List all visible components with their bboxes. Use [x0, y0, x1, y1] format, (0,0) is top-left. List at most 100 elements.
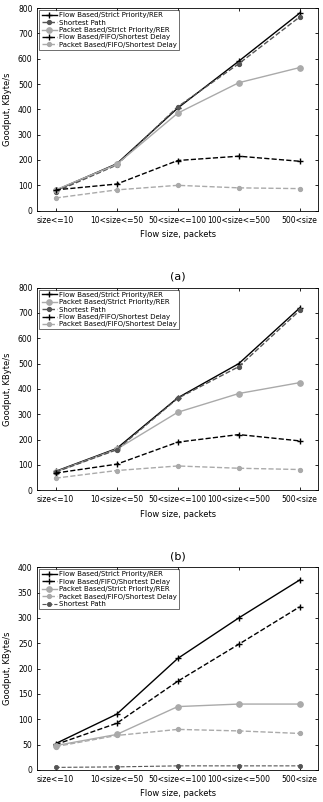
Flow Based/Strict Priority/RER	[176, 393, 180, 403]
Text: (b): (b)	[170, 551, 186, 561]
Flow Based/FIFO/Shortest Delay	[54, 468, 57, 478]
Flow Based/FIFO/Shortest Delay	[237, 639, 241, 649]
Flow Based/FIFO/Shortest Delay	[237, 152, 241, 161]
Flow Based/Strict Priority/RER	[176, 103, 180, 113]
Packet Based/FIFO/Shortest Delay	[237, 464, 241, 473]
X-axis label: Flow size, packets: Flow size, packets	[140, 230, 216, 239]
Legend: Flow Based/Strict Priority/RER, Shortest Path, Packet Based/Strict Priority/RER,: Flow Based/Strict Priority/RER, Shortest…	[39, 10, 179, 50]
Flow Based/FIFO/Shortest Delay	[298, 436, 302, 446]
Line: Flow Based/FIFO/Shortest Delay: Flow Based/FIFO/Shortest Delay	[52, 431, 303, 476]
Packet Based/Strict Priority/RER	[54, 467, 57, 476]
Line: Packet Based/FIFO/Shortest Delay: Packet Based/FIFO/Shortest Delay	[54, 183, 302, 200]
Flow Based/Strict Priority/RER	[115, 159, 119, 168]
Line: Packet Based/FIFO/Shortest Delay: Packet Based/FIFO/Shortest Delay	[54, 727, 302, 749]
Flow Based/Strict Priority/RER	[298, 8, 302, 18]
Flow Based/FIFO/Shortest Delay	[176, 676, 180, 686]
Packet Based/Strict Priority/RER	[298, 378, 302, 387]
Shortest Path	[115, 160, 119, 170]
Flow Based/Strict Priority/RER	[54, 739, 57, 748]
Line: Packet Based/Strict Priority/RER: Packet Based/Strict Priority/RER	[53, 380, 303, 475]
Packet Based/Strict Priority/RER	[176, 702, 180, 711]
Shortest Path	[54, 763, 57, 772]
Line: Flow Based/Strict Priority/RER: Flow Based/Strict Priority/RER	[52, 10, 303, 194]
Line: Shortest Path: Shortest Path	[54, 764, 302, 769]
Flow Based/FIFO/Shortest Delay	[54, 739, 57, 749]
Packet Based/FIFO/Shortest Delay	[115, 466, 119, 476]
Y-axis label: Goodput, KByte/s: Goodput, KByte/s	[3, 73, 12, 146]
Packet Based/Strict Priority/RER	[176, 407, 180, 417]
Flow Based/FIFO/Shortest Delay	[115, 460, 119, 469]
Shortest Path	[115, 762, 119, 772]
Shortest Path	[176, 102, 180, 111]
Packet Based/Strict Priority/RER	[115, 730, 119, 739]
Packet Based/Strict Priority/RER	[298, 699, 302, 709]
Flow Based/Strict Priority/RER	[115, 710, 119, 719]
Line: Flow Based/Strict Priority/RER: Flow Based/Strict Priority/RER	[52, 577, 303, 747]
Shortest Path	[298, 12, 302, 22]
Legend: Flow Based/Strict Priority/RER, Packet Based/Strict Priority/RER, Shortest Path,: Flow Based/Strict Priority/RER, Packet B…	[39, 290, 179, 330]
Line: Packet Based/Strict Priority/RER: Packet Based/Strict Priority/RER	[53, 65, 303, 192]
Packet Based/Strict Priority/RER	[237, 78, 241, 87]
Packet Based/FIFO/Shortest Delay	[237, 726, 241, 735]
Packet Based/Strict Priority/RER	[298, 63, 302, 72]
Packet Based/FIFO/Shortest Delay	[176, 180, 180, 190]
Line: Shortest Path: Shortest Path	[54, 308, 302, 474]
Flow Based/FIFO/Shortest Delay	[237, 430, 241, 439]
Flow Based/FIFO/Shortest Delay	[176, 156, 180, 165]
Packet Based/Strict Priority/RER	[176, 108, 180, 118]
Line: Shortest Path: Shortest Path	[54, 14, 302, 194]
Packet Based/FIFO/Shortest Delay	[237, 183, 241, 192]
Flow Based/Strict Priority/RER	[54, 467, 57, 476]
Packet Based/Strict Priority/RER	[237, 389, 241, 399]
Line: Flow Based/FIFO/Shortest Delay: Flow Based/FIFO/Shortest Delay	[52, 603, 303, 748]
Packet Based/FIFO/Shortest Delay	[176, 461, 180, 471]
Line: Packet Based/FIFO/Shortest Delay: Packet Based/FIFO/Shortest Delay	[54, 464, 302, 480]
Packet Based/FIFO/Shortest Delay	[54, 473, 57, 483]
Flow Based/FIFO/Shortest Delay	[298, 156, 302, 166]
Flow Based/Strict Priority/RER	[54, 185, 57, 195]
Packet Based/Strict Priority/RER	[237, 699, 241, 709]
Shortest Path	[237, 761, 241, 771]
Packet Based/Strict Priority/RER	[115, 160, 119, 169]
Line: Flow Based/FIFO/Shortest Delay: Flow Based/FIFO/Shortest Delay	[52, 152, 303, 193]
Packet Based/FIFO/Shortest Delay	[176, 724, 180, 734]
Shortest Path	[115, 445, 119, 455]
Line: Packet Based/Strict Priority/RER: Packet Based/Strict Priority/RER	[53, 701, 303, 748]
Shortest Path	[176, 761, 180, 771]
Text: (a): (a)	[170, 271, 185, 282]
Y-axis label: Goodput, KByte/s: Goodput, KByte/s	[3, 352, 12, 426]
Flow Based/Strict Priority/RER	[115, 444, 119, 453]
Flow Based/Strict Priority/RER	[237, 614, 241, 623]
Flow Based/Strict Priority/RER	[176, 654, 180, 663]
Packet Based/FIFO/Shortest Delay	[54, 742, 57, 751]
Packet Based/Strict Priority/RER	[115, 444, 119, 454]
Flow Based/FIFO/Shortest Delay	[115, 719, 119, 728]
Packet Based/Strict Priority/RER	[54, 741, 57, 751]
Shortest Path	[54, 187, 57, 196]
Packet Based/FIFO/Shortest Delay	[298, 729, 302, 739]
Flow Based/FIFO/Shortest Delay	[298, 602, 302, 612]
X-axis label: Flow size, packets: Flow size, packets	[140, 510, 216, 519]
Flow Based/Strict Priority/RER	[298, 575, 302, 585]
Line: Flow Based/Strict Priority/RER: Flow Based/Strict Priority/RER	[52, 305, 303, 475]
Shortest Path	[237, 59, 241, 68]
Flow Based/FIFO/Shortest Delay	[54, 185, 57, 195]
Flow Based/Strict Priority/RER	[237, 56, 241, 66]
Packet Based/FIFO/Shortest Delay	[298, 184, 302, 193]
Flow Based/FIFO/Shortest Delay	[176, 437, 180, 447]
Y-axis label: Goodput, KByte/s: Goodput, KByte/s	[3, 632, 12, 705]
Packet Based/FIFO/Shortest Delay	[115, 185, 119, 195]
Packet Based/Strict Priority/RER	[54, 185, 57, 195]
Flow Based/FIFO/Shortest Delay	[115, 179, 119, 188]
X-axis label: Flow size, packets: Flow size, packets	[140, 789, 216, 798]
Packet Based/FIFO/Shortest Delay	[298, 464, 302, 474]
Shortest Path	[298, 761, 302, 771]
Shortest Path	[237, 362, 241, 371]
Packet Based/FIFO/Shortest Delay	[54, 193, 57, 203]
Flow Based/Strict Priority/RER	[298, 303, 302, 313]
Flow Based/Strict Priority/RER	[237, 358, 241, 368]
Shortest Path	[54, 468, 57, 477]
Shortest Path	[176, 394, 180, 403]
Shortest Path	[298, 306, 302, 315]
Legend: Flow Based/Strict Priority/RER, Flow Based/FIFO/Shortest Delay, Packet Based/Str: Flow Based/Strict Priority/RER, Flow Bas…	[39, 569, 179, 609]
